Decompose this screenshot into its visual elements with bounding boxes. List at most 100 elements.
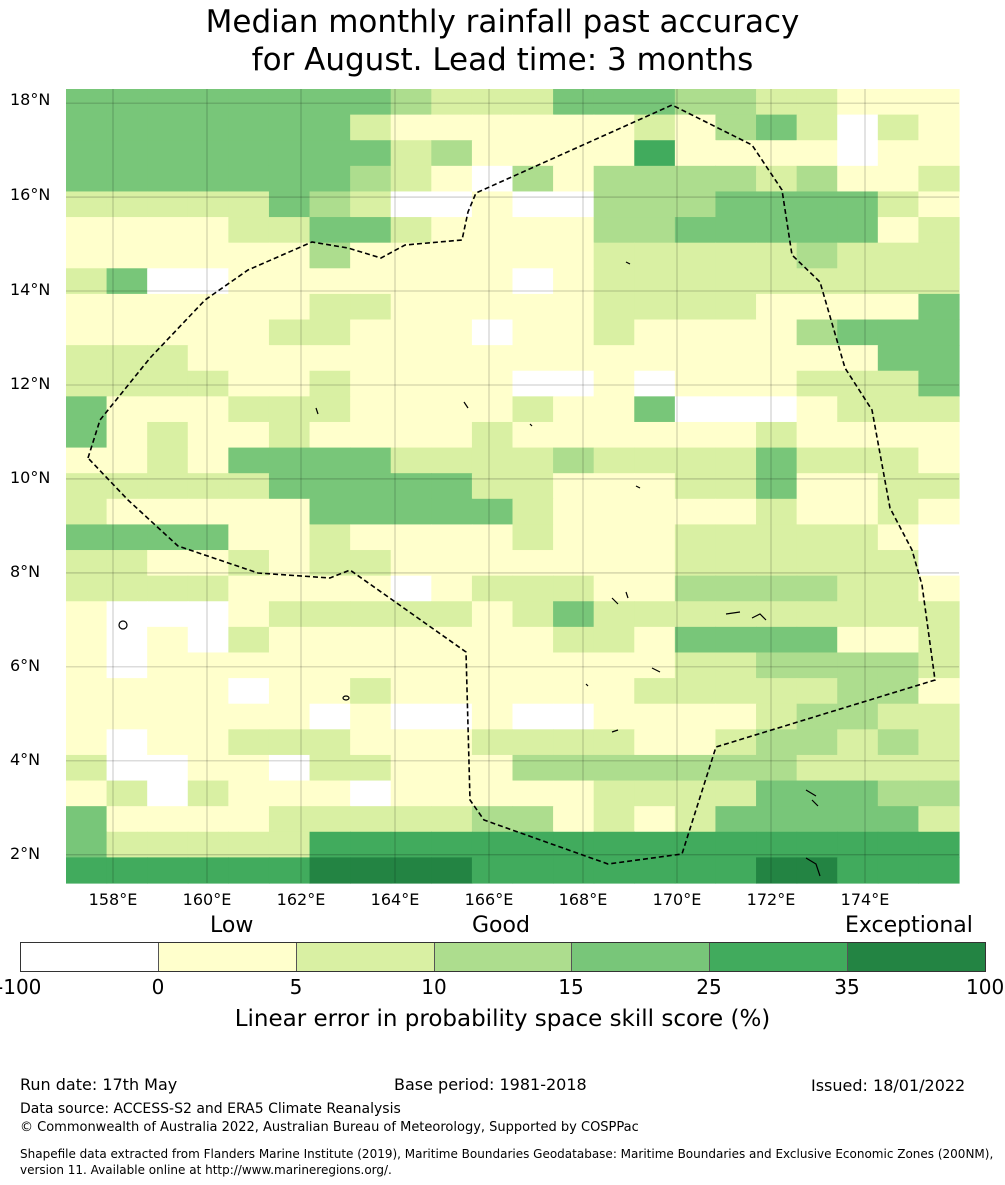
skill-cell xyxy=(106,678,148,705)
skill-cell xyxy=(66,447,108,474)
skill-cell xyxy=(431,678,473,705)
skill-cell xyxy=(106,217,148,244)
skill-cell xyxy=(471,370,514,397)
skill-cell xyxy=(796,524,838,551)
skill-cell xyxy=(268,806,311,833)
skill-cell xyxy=(593,293,635,321)
skill-cell xyxy=(268,678,311,705)
skill-cell xyxy=(674,678,717,705)
skill-cell xyxy=(187,473,229,500)
skill-cell xyxy=(553,473,595,500)
skill-cell xyxy=(593,780,635,807)
colorbar-tick: 15 xyxy=(558,975,584,999)
lat-label-12n: 12°N xyxy=(10,374,51,393)
skill-cell xyxy=(796,550,838,577)
skill-cell xyxy=(106,780,148,807)
skill-cell xyxy=(837,831,879,858)
skill-cell xyxy=(350,524,392,551)
skill-cell xyxy=(715,652,757,679)
skill-cell xyxy=(877,498,920,526)
skill-cell xyxy=(593,191,635,218)
skill-cell xyxy=(350,370,392,397)
skill-cell xyxy=(309,114,351,141)
skill-cell xyxy=(756,754,798,782)
skill-cell xyxy=(268,652,311,679)
skill-cell xyxy=(309,780,351,807)
skill-cell xyxy=(634,370,676,397)
skill-cell xyxy=(187,780,229,807)
map-gridlines xyxy=(66,89,959,883)
skill-cell xyxy=(553,575,595,602)
skill-cell xyxy=(187,447,229,474)
skill-cell xyxy=(390,217,432,244)
island-outlines xyxy=(118,261,821,877)
skill-cell xyxy=(512,293,554,321)
skill-cell xyxy=(877,729,920,756)
skill-cell xyxy=(593,140,635,167)
skill-cell xyxy=(431,191,473,218)
skill-cell xyxy=(471,473,514,500)
skill-cell xyxy=(66,729,108,756)
skill-cell xyxy=(187,550,229,577)
skill-cell xyxy=(756,498,798,526)
skill-cell xyxy=(350,114,392,141)
skill-cell xyxy=(634,857,676,884)
skill-cell xyxy=(877,703,920,730)
skill-cell xyxy=(634,575,676,602)
shapefile-credit-line-2: version 11. Available online at http://w… xyxy=(20,1163,392,1177)
skill-cell xyxy=(918,626,960,654)
skill-cell xyxy=(471,268,514,295)
skill-cell xyxy=(431,703,473,730)
skill-cell xyxy=(106,165,148,193)
skill-cell xyxy=(796,652,838,679)
skill-cell xyxy=(756,293,798,321)
skill-cell xyxy=(593,754,635,782)
skill-cell xyxy=(553,396,595,423)
skill-cell xyxy=(66,165,108,193)
skill-cell xyxy=(66,370,108,397)
skill-cell xyxy=(877,524,920,551)
map-title-line-1: Median monthly rainfall past accuracy xyxy=(205,4,800,40)
skill-cell xyxy=(187,396,229,423)
skill-cell xyxy=(471,754,514,782)
skill-cell xyxy=(674,217,717,244)
skill-cell xyxy=(796,473,838,500)
skill-cell xyxy=(837,89,879,116)
lon-label-168e: 168°E xyxy=(558,890,608,909)
skill-cell xyxy=(756,524,798,551)
skill-cell xyxy=(634,729,676,756)
skill-cell xyxy=(309,165,351,193)
skill-cell xyxy=(431,780,473,807)
skill-cell xyxy=(877,217,920,244)
skill-cell xyxy=(918,242,960,269)
skill-cell xyxy=(147,165,189,193)
skill-cell xyxy=(187,857,229,884)
skill-cell xyxy=(796,319,838,346)
lon-label-166e: 166°E xyxy=(464,890,514,909)
colorbar-segment-neg100-0 xyxy=(21,943,159,971)
skill-cell xyxy=(390,626,432,654)
skill-cell xyxy=(471,421,514,449)
skill-cell xyxy=(228,217,270,244)
skill-map xyxy=(66,89,960,884)
skill-cell xyxy=(512,191,554,218)
skill-cell xyxy=(471,626,514,654)
skill-cell xyxy=(309,831,351,858)
skill-cell xyxy=(634,319,676,346)
lon-label-174e: 174°E xyxy=(840,890,890,909)
skill-cell xyxy=(674,550,717,577)
skill-cell xyxy=(512,626,554,654)
skill-cell xyxy=(268,473,311,500)
skill-cell xyxy=(187,703,229,730)
skill-cell xyxy=(187,626,229,654)
skill-cell xyxy=(350,447,392,474)
skill-cell xyxy=(390,370,432,397)
skill-cell xyxy=(228,626,270,654)
skill-cell xyxy=(756,678,798,705)
skill-cell xyxy=(390,140,432,167)
skill-cell xyxy=(309,293,351,321)
skill-cell xyxy=(268,703,311,730)
skill-cell xyxy=(796,857,838,884)
skill-cell xyxy=(431,550,473,577)
skill-cell xyxy=(309,524,351,551)
